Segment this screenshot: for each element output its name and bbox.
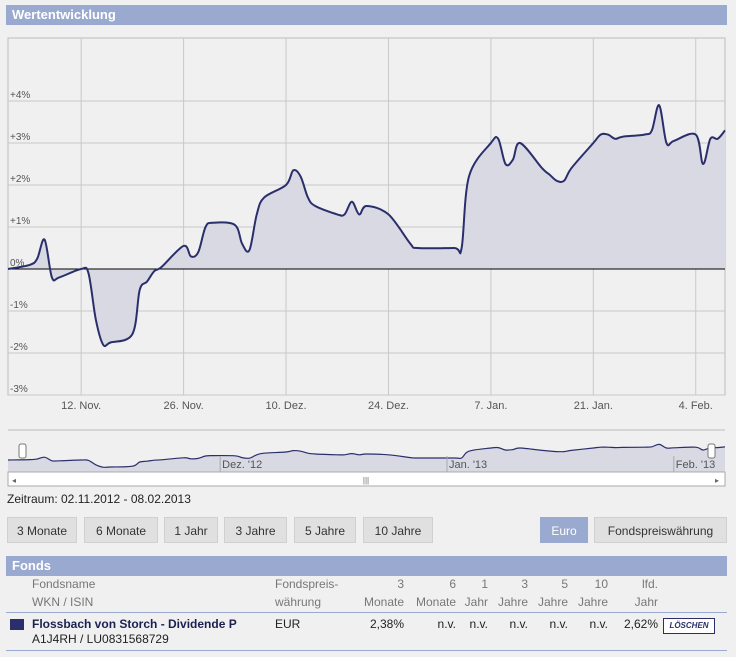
header-text: 3 bbox=[397, 577, 404, 591]
x-tick-label: 4. Feb. bbox=[679, 400, 713, 412]
header-text: 1 bbox=[481, 577, 488, 591]
header-text: Jahre bbox=[497, 595, 528, 609]
header-text: 3 bbox=[521, 577, 528, 591]
header-text: WKN / ISIN bbox=[32, 595, 94, 609]
col-currency: Fondspreis-währung bbox=[275, 575, 338, 611]
header-text: Jahre bbox=[577, 595, 608, 609]
x-tick-label: 7. Jan. bbox=[474, 400, 507, 412]
series-area bbox=[8, 105, 725, 347]
fund-6m: n.v. bbox=[437, 617, 456, 631]
arrow-right-icon[interactable]: ▸ bbox=[715, 476, 719, 485]
delete-button[interactable]: LÖSCHEN bbox=[663, 618, 715, 634]
y-tick-label: -2% bbox=[10, 342, 28, 353]
col-10y: 10 Jahre bbox=[572, 575, 608, 611]
x-tick-label: 26. Nov. bbox=[164, 400, 204, 412]
fund-ids: A1J4RH / LU0831568729 bbox=[32, 632, 169, 646]
fund-ytd: 2,62% bbox=[623, 617, 658, 631]
fund-name[interactable]: Flossbach von Storch - Dividende P bbox=[32, 617, 237, 631]
period-button-3y[interactable]: 3 Jahre bbox=[224, 517, 287, 543]
y-tick-label: +4% bbox=[10, 90, 30, 101]
navigator-label: Feb. '13 bbox=[676, 459, 715, 471]
x-tick-label: 24. Dez. bbox=[368, 400, 409, 412]
navigator-label: Dez. '12 bbox=[222, 459, 262, 471]
y-tick-label: -3% bbox=[10, 384, 28, 395]
header-text: lfd. bbox=[641, 577, 658, 591]
y-tick-label: 0% bbox=[10, 258, 25, 269]
header-text: Fondspreis- bbox=[275, 577, 339, 591]
fund-3m: 2,38% bbox=[369, 617, 404, 631]
header-text: 6 bbox=[449, 577, 456, 591]
currency-button-fund[interactable]: Fondspreiswährung bbox=[594, 517, 727, 543]
navigator-area bbox=[8, 444, 725, 472]
header-text: Monate bbox=[415, 595, 456, 609]
divider bbox=[6, 650, 727, 651]
col-fondsname: Fondsname WKN / ISIN bbox=[32, 575, 95, 611]
period-button-10y[interactable]: 10 Jahre bbox=[363, 517, 433, 543]
performance-chart: +4% +3% +2% +1% 0% -1% -2% -3% 12. Nov. 26. Nov. 1… bbox=[7, 37, 726, 412]
fonds-header: Fonds bbox=[6, 556, 727, 576]
fund-3y: n.v. bbox=[509, 617, 528, 631]
grip-icon: ||| bbox=[363, 476, 369, 485]
header-text: Jahr bbox=[634, 595, 658, 609]
period-range-text: Zeitraum: 02.11.2012 - 08.02.2013 bbox=[7, 492, 191, 506]
col-1y: 1 Jahr bbox=[460, 575, 488, 611]
y-tick-label: +1% bbox=[10, 216, 30, 227]
col-ytd: lfd. Jahr bbox=[620, 575, 658, 611]
y-tick-label: +3% bbox=[10, 132, 30, 143]
period-button-1y[interactable]: 1 Jahr bbox=[164, 517, 218, 543]
fund-5y: n.v. bbox=[549, 617, 568, 631]
currency-button-euro[interactable]: Euro bbox=[540, 517, 588, 543]
arrow-left-icon[interactable]: ◂ bbox=[12, 476, 16, 485]
header-text: Jahre bbox=[537, 595, 568, 609]
header-text: währung bbox=[275, 595, 322, 609]
range-handle-right[interactable] bbox=[707, 443, 716, 459]
col-6m: 6 Monate bbox=[410, 575, 456, 611]
y-tick-label: -1% bbox=[10, 300, 28, 311]
header-text: Monate bbox=[363, 595, 404, 609]
x-tick-label: 10. Dez. bbox=[266, 400, 307, 412]
y-tick-label: +2% bbox=[10, 174, 30, 185]
x-tick-label: 12. Nov. bbox=[61, 400, 101, 412]
header-text: Jahr bbox=[464, 595, 488, 609]
header-text: Fondsname bbox=[32, 577, 96, 591]
period-button-5y[interactable]: 5 Jahre bbox=[294, 517, 356, 543]
header-text: 5 bbox=[561, 577, 568, 591]
series-color-swatch bbox=[10, 619, 24, 630]
fund-1y: n.v. bbox=[469, 617, 488, 631]
navigator[interactable]: Dez. '12 Jan. '13 Feb. '13 ◂ ▸ ||| bbox=[0, 428, 736, 488]
divider bbox=[6, 612, 727, 613]
fund-10y: n.v. bbox=[589, 617, 608, 631]
section-header: Wertentwicklung bbox=[6, 5, 727, 25]
fund-currency: EUR bbox=[275, 617, 301, 631]
period-button-3m[interactable]: 3 Monate bbox=[7, 517, 77, 543]
col-3y: 3 Jahre bbox=[492, 575, 528, 611]
scrollbar[interactable] bbox=[7, 471, 726, 487]
navigator-label: Jan. '13 bbox=[449, 459, 487, 471]
x-tick-label: 21. Jan. bbox=[574, 400, 613, 412]
col-5y: 5 Jahre bbox=[532, 575, 568, 611]
header-text: 10 bbox=[594, 577, 608, 591]
col-3m: 3 Monate bbox=[350, 575, 404, 611]
navigator-line bbox=[7, 443, 726, 468]
range-handle-left[interactable] bbox=[18, 443, 27, 459]
period-button-6m[interactable]: 6 Monate bbox=[84, 517, 158, 543]
